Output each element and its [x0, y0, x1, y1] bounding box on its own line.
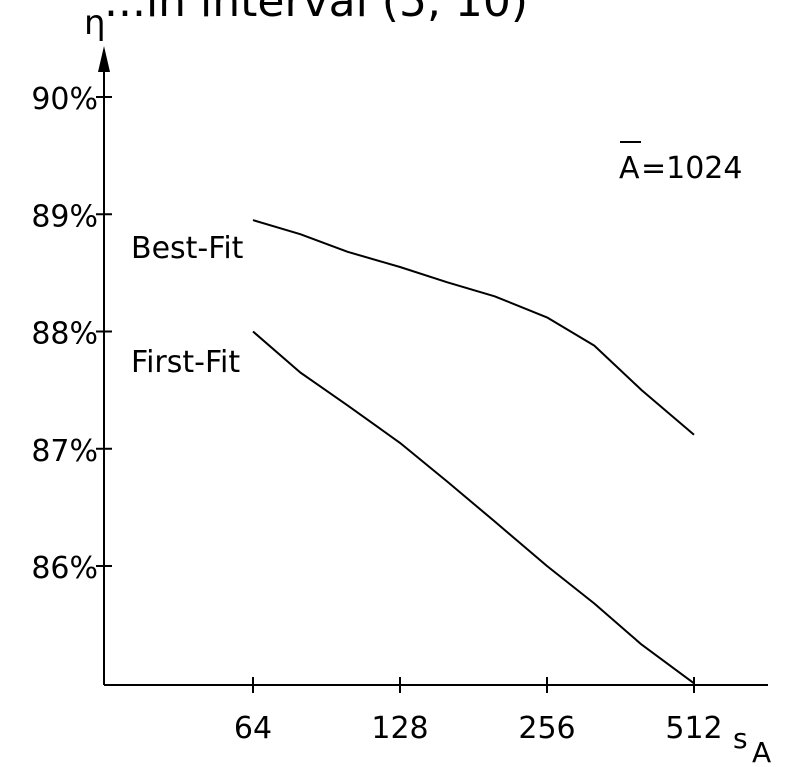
series-line-best-fit — [252, 219, 695, 436]
ticks: 64 128 256 512 86% 87% 88% 89% 90% — [31, 82, 722, 746]
chart-title: ...in interval (5, 10) — [104, 0, 528, 27]
y-tick-label-89: 89% — [31, 199, 98, 234]
x-tick-label-64: 64 — [234, 711, 272, 746]
y-axis-arrowhead — [98, 46, 110, 72]
series-label-first-fit: First-Fit — [131, 345, 240, 380]
series-label-best-fit: Best-Fit — [131, 231, 244, 266]
x-tick-label-512: 512 — [665, 711, 722, 746]
series-lines — [252, 219, 695, 685]
y-axis-title-text: η — [84, 3, 106, 43]
annotation-a-bar: A =1024 — [619, 141, 742, 186]
series-line-first-fit — [252, 330, 695, 685]
x-axis-title-text: s — [733, 722, 748, 755]
y-tick-label-86: 86% — [31, 551, 98, 586]
x-axis-title-subscript: A — [752, 736, 771, 767]
y-tick-label-90: 90% — [31, 82, 98, 117]
y-tick-label-88: 88% — [31, 317, 98, 352]
series-labels: Best-Fit First-Fit — [131, 231, 244, 380]
annotation-value: =1024 — [641, 151, 742, 186]
x-tick-label-128: 128 — [371, 711, 428, 746]
y-axis-title: η — [84, 3, 106, 43]
x-axis-title: s A — [733, 722, 771, 767]
annotation-symbol: A — [619, 151, 640, 186]
y-tick-label-87: 87% — [31, 434, 98, 469]
axes — [98, 46, 768, 686]
x-tick-label-256: 256 — [518, 711, 575, 746]
